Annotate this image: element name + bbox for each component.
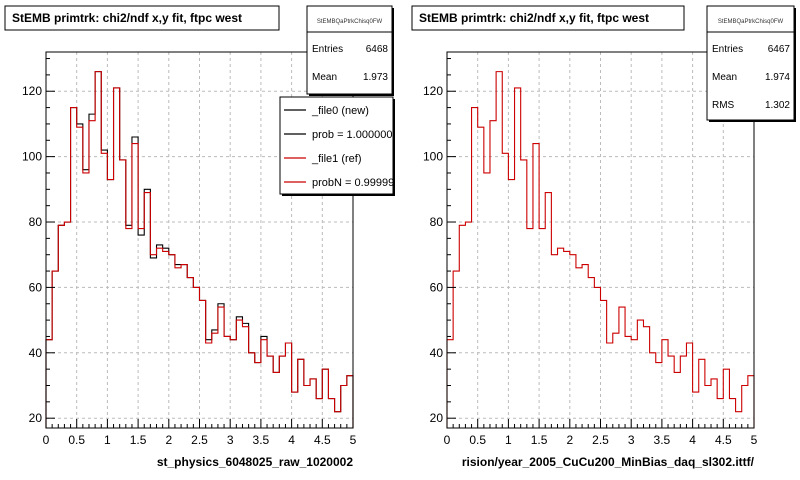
stats-label: RMS	[712, 100, 735, 111]
x-tick-label: 4.5	[715, 433, 732, 447]
x-tick-label: 4	[689, 433, 696, 447]
x-tick-label: 2	[165, 433, 172, 447]
x-tick-label: 4.5	[314, 433, 331, 447]
stats-value: 6468	[366, 44, 389, 55]
chart-title: StEMB primtrk: chi2/ndf x,y fit, ftpc we…	[12, 11, 242, 25]
histogram-series-2	[45, 71, 354, 428]
legend-label: _file1 (ref)	[311, 153, 362, 165]
y-tick-label: 120	[22, 84, 42, 98]
x-tick-label: 0.5	[68, 433, 85, 447]
x-tick-label: 3	[628, 433, 635, 447]
y-tick-label: 40	[29, 346, 43, 360]
stats-label: Entries	[712, 44, 743, 55]
y-tick-label: 80	[29, 215, 43, 229]
legend-entries: _file0 (new) prob = 1.000000 _file1 (ref) p…	[284, 105, 400, 189]
stats-box	[706, 5, 795, 121]
y-tick-label: 100	[22, 150, 42, 164]
x-tick-label: 1.5	[531, 433, 548, 447]
stats-box-name: StEMBQaPtrkChisq0FW	[317, 19, 383, 25]
y-tick-label: 40	[430, 346, 444, 360]
legend-box	[279, 96, 394, 195]
legend-label: probN = 0.999995	[312, 177, 400, 189]
x-tick-label: 1.5	[130, 433, 147, 447]
stats-box-name: StEMBQaPtrkChisq0FW	[718, 19, 784, 25]
y-tick-label: 100	[423, 150, 443, 164]
y-tick-label: 20	[430, 411, 444, 425]
x-tick-label: 2.5	[592, 433, 609, 447]
stats-box	[306, 5, 393, 95]
y-tick-label: 60	[29, 280, 43, 294]
x-tick-label: 0.5	[469, 433, 486, 447]
stats-value: 1.974	[765, 72, 790, 83]
x-tick-label: 5	[751, 433, 758, 447]
stats-label: Mean	[712, 72, 737, 83]
x-tick-label: 5	[350, 433, 357, 447]
chart-panel-1: 0 0.5 1 1.5 2 2.5 3 3.5 4 4.5 5 20 40 60 80 100 120 st_ph…	[4, 5, 400, 469]
chart-title: StEMB primtrk: chi2/ndf x,y fit, ftpc we…	[419, 11, 649, 25]
x-tick-label: 0	[444, 433, 451, 447]
y-tick-label: 120	[423, 84, 443, 98]
y-tick-label: 80	[430, 215, 444, 229]
chart-title-box	[411, 5, 685, 31]
stats-label: Mean	[312, 72, 337, 83]
stats-label: Entries	[312, 44, 343, 55]
y-tick-label: 60	[430, 280, 444, 294]
x-tick-label: 1	[505, 433, 512, 447]
x-tick-label: 4	[288, 433, 295, 447]
x-tick-label: 3.5	[654, 433, 671, 447]
chart-title-box	[4, 5, 280, 31]
stats-value: 1.973	[363, 72, 388, 83]
legend-label: prob = 1.000000	[312, 129, 392, 141]
x-tick-label: 2.5	[191, 433, 208, 447]
chart-panel-2: 0 0.5 1 1.5 2 2.5 3 3.5 4 4.5 5 20 40 60 80 100 120 risio…	[411, 5, 796, 469]
y-tick-label: 20	[29, 411, 43, 425]
legend-label: _file0 (new)	[311, 105, 369, 117]
legend: _file0 (new) prob = 1.000000 _file1 (ref) p…	[279, 96, 400, 196]
x-tick-label: 3.5	[253, 433, 270, 447]
x-tick-label: 1	[104, 433, 111, 447]
x-tick-label: 3	[227, 433, 234, 447]
x-axis-label: st_physics_6048025_raw_1020002	[157, 455, 353, 469]
stats-value: 6467	[768, 44, 791, 55]
x-tick-label: 2	[566, 433, 573, 447]
stats-value: 1.302	[765, 100, 790, 111]
x-axis-label: rision/year_2005_CuCu200_MinBias_daq_sl3…	[462, 455, 755, 469]
histogram-series-1	[446, 71, 755, 428]
x-tick-label: 0	[43, 433, 50, 447]
